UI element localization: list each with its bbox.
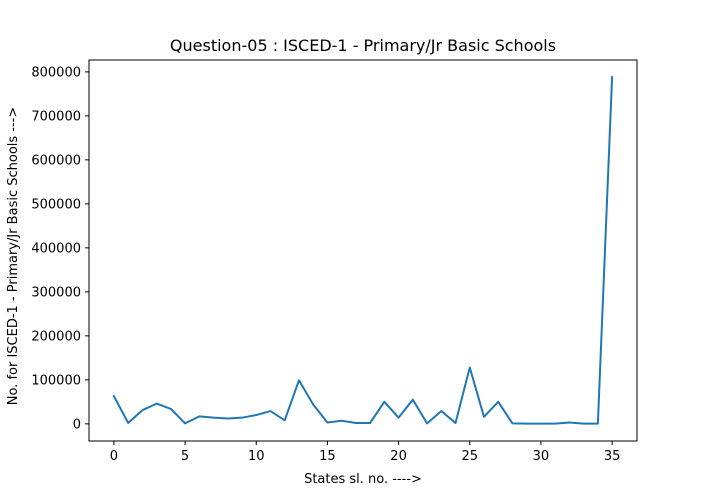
y-tick-label: 200000 <box>31 329 81 344</box>
y-tick-label: 400000 <box>31 241 81 256</box>
x-tick-label: 25 <box>461 449 478 464</box>
y-tick-label: 700000 <box>31 109 81 124</box>
x-tick-label: 15 <box>319 449 336 464</box>
x-tick-label: 35 <box>604 449 621 464</box>
y-tick-label: 600000 <box>31 153 81 168</box>
x-tick-label: 0 <box>110 449 118 464</box>
plot-frame <box>89 60 637 441</box>
chart-title: Question-05 : ISCED-1 - Primary/Jr Basic… <box>170 36 556 55</box>
x-axis-label: States sl. no. ----> <box>304 472 422 487</box>
x-tick-label: 10 <box>248 449 265 464</box>
series-line <box>114 77 612 423</box>
y-tick-label: 0 <box>73 417 81 432</box>
plot-area <box>89 60 637 441</box>
y-tick-label: 800000 <box>31 65 81 80</box>
y-tick-label: 100000 <box>31 373 81 388</box>
y-axis-label: No. for ISCED-1 - Primary/Jr Basic Schoo… <box>6 107 21 406</box>
x-tick-label: 5 <box>181 449 189 464</box>
y-tick-label: 500000 <box>31 197 81 212</box>
x-tick-label: 30 <box>533 449 550 464</box>
x-axis-ticks: 0 5 10 15 20 25 30 35 <box>110 441 621 464</box>
y-axis-ticks: 0 100000 200000 300000 400000 500000 600000 700… <box>31 65 89 432</box>
x-tick-label: 20 <box>390 449 407 464</box>
y-tick-label: 300000 <box>31 285 81 300</box>
